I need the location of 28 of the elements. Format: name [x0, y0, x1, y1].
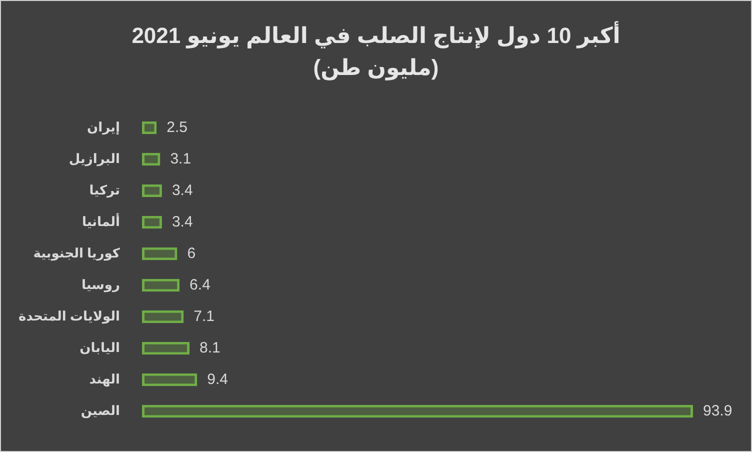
data-label: 8.1	[200, 339, 220, 356]
bar	[142, 278, 180, 292]
y-tick-label: تركيا	[89, 182, 120, 198]
bar	[142, 342, 190, 355]
y-tick-label: اليابان	[80, 340, 120, 355]
y-tick-label: كوريا الجنوبية	[33, 245, 120, 262]
y-tick-label: روسيا	[81, 276, 120, 293]
data-label: 7.1	[194, 308, 215, 325]
y-tick-label: إيران	[87, 119, 120, 136]
bar	[142, 247, 178, 260]
chart-title: أكبر 10 دول لإنتاج الصلب في العالم يونيو 2021	[132, 21, 620, 50]
data-label: 3.1	[170, 150, 192, 168]
data-label: 3.4	[172, 213, 193, 230]
y-tick-label: الهند	[89, 371, 120, 388]
y-tick-label: ألمانيا	[82, 212, 120, 229]
bar	[142, 404, 693, 418]
data-label: 9.4	[207, 370, 228, 388]
y-tick-label: البرازيل	[68, 150, 120, 167]
y-tick-label: الولايات المتحدة	[18, 308, 120, 324]
chart-subtitle: (مليون طن)	[313, 55, 439, 82]
data-label: 93.9	[703, 402, 732, 420]
bar	[142, 310, 184, 324]
y-tick-label: الصين	[80, 402, 120, 419]
data-label: 3.4	[172, 182, 193, 199]
bar	[142, 373, 198, 386]
data-label: 6.4	[190, 276, 210, 294]
data-label: 6	[187, 244, 196, 262]
data-label: 2.5	[166, 118, 188, 136]
